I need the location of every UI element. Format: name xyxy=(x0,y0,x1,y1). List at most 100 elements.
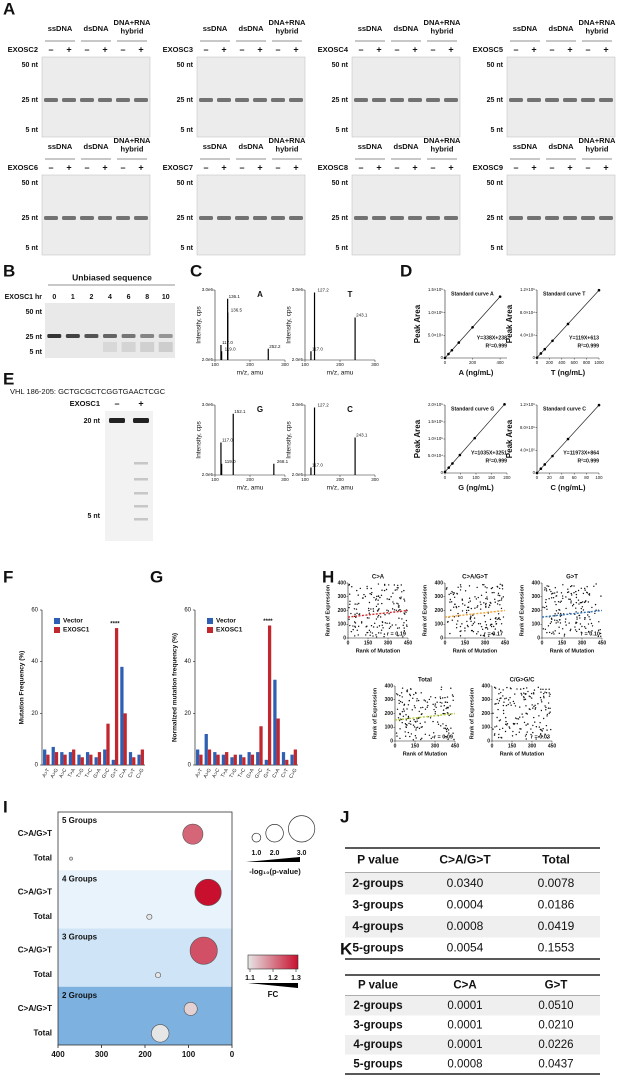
scatter-dot xyxy=(411,709,413,711)
scatter-dot xyxy=(532,731,534,734)
scatter-dot xyxy=(580,601,583,604)
lane-sign: – xyxy=(585,162,590,172)
scatter-dot xyxy=(469,600,471,602)
standard-point xyxy=(535,471,539,475)
scatter-dot xyxy=(367,631,369,634)
scatter-dot xyxy=(470,616,472,619)
scatter-dot xyxy=(434,705,436,707)
scatter-dot xyxy=(523,692,525,694)
y-tick-label: 400 xyxy=(482,683,491,689)
x-tick-label: 300 xyxy=(384,640,393,646)
x-tick-label: 400 xyxy=(497,360,505,365)
scatter-dot xyxy=(543,697,545,699)
scatter-dot xyxy=(377,610,379,612)
scatter-dot xyxy=(550,621,553,623)
gel-band xyxy=(563,216,577,220)
scatter-dot xyxy=(530,692,533,695)
gel-band xyxy=(509,216,523,220)
lane-label: 0 xyxy=(52,294,56,301)
size-marker: 5 nt xyxy=(491,245,504,252)
gel xyxy=(351,174,461,256)
peak-label: 119.0 xyxy=(225,459,236,464)
scatter-dot xyxy=(404,731,406,733)
y-tick-label: 400 xyxy=(385,683,394,689)
scatter-dot xyxy=(380,632,382,634)
scatter-dot xyxy=(383,583,386,586)
axis-label: Rank of Mutation xyxy=(500,751,545,757)
scatter-dot xyxy=(542,717,545,720)
lane-sign: + xyxy=(448,44,453,54)
scatter-dot xyxy=(484,621,487,623)
scatter-dot xyxy=(403,630,406,632)
scatter-dot xyxy=(526,687,528,689)
y-tick-label: 300 xyxy=(482,697,491,703)
scatter-dot xyxy=(500,629,502,632)
lane-sign: – xyxy=(120,44,125,54)
lane-sign: + xyxy=(293,44,298,54)
scatter-dot xyxy=(407,715,410,718)
x-tick-label: T>C xyxy=(84,767,94,779)
scatter-dot xyxy=(575,590,577,593)
scatter-dot xyxy=(424,721,426,723)
scatter-dot xyxy=(502,616,505,618)
scatter-dot xyxy=(413,693,415,696)
group-label: 5 Groups xyxy=(62,816,98,825)
x-tick-label: C>T xyxy=(280,768,290,779)
scatter-dot xyxy=(350,612,352,615)
bar xyxy=(293,749,297,765)
scatter-dot xyxy=(496,716,498,719)
scatter-dot xyxy=(504,698,506,700)
table-header: C>A xyxy=(453,980,476,992)
scatter-dot xyxy=(494,687,497,689)
scatter-dot xyxy=(490,625,493,628)
panel-letter: F xyxy=(3,567,13,586)
x-tick-label: 80 xyxy=(584,475,589,480)
scatter-dot xyxy=(542,688,544,691)
scatter-dot xyxy=(446,727,449,730)
bar xyxy=(94,757,98,765)
scatter-dot xyxy=(505,720,507,723)
scatter-dot xyxy=(485,597,487,600)
scatter-dot xyxy=(390,596,392,598)
scatter-dot xyxy=(541,735,544,737)
substrate-label: DNA+RNA hybrid xyxy=(269,136,306,153)
row-shade xyxy=(345,1035,600,1055)
lane-sign: + xyxy=(448,162,453,172)
bubble xyxy=(151,1024,170,1043)
scatter-dot xyxy=(366,587,368,590)
scatter-dot xyxy=(434,713,436,715)
y-tick-label: 3.0e6 xyxy=(292,402,304,407)
scatter-dot xyxy=(558,608,560,611)
axis-label: G (ng/mL) xyxy=(458,483,494,492)
table-cell: 0.0078 xyxy=(538,876,575,890)
scatter-dot xyxy=(416,720,418,722)
gel-smear xyxy=(140,342,155,352)
lane-label: 4 xyxy=(108,294,112,301)
x-tick-label: 1000 xyxy=(594,360,604,365)
scatter-dot xyxy=(356,603,358,605)
gel-band xyxy=(527,98,541,102)
table-cell: 3-groups xyxy=(352,897,404,911)
substrate-label: DNA+RNA hybrid xyxy=(269,18,306,35)
scatter-dot xyxy=(544,705,546,707)
x-tick-label: G>C xyxy=(101,767,112,779)
scatter-dot xyxy=(470,615,472,617)
enzyme-label: EXOSC7 xyxy=(163,163,193,172)
scatter-dot xyxy=(545,709,547,711)
bar xyxy=(60,752,64,765)
scatter-dot xyxy=(418,710,420,713)
row-shade xyxy=(345,996,600,1016)
gel-band xyxy=(390,216,404,220)
scatter-dot xyxy=(459,589,462,591)
y-tick-label: 1.5×10⁵ xyxy=(428,419,443,424)
scatter-dot xyxy=(546,729,548,731)
scatter-dot xyxy=(514,717,517,719)
scatter-dot xyxy=(491,586,494,589)
y-tick-label: 0 xyxy=(533,470,536,475)
bar xyxy=(51,746,55,765)
scatter-dot xyxy=(556,619,558,622)
gel-band xyxy=(390,98,404,102)
scatter-dot xyxy=(348,618,350,621)
bar xyxy=(290,754,294,765)
x-tick-label: 600 xyxy=(571,360,579,365)
